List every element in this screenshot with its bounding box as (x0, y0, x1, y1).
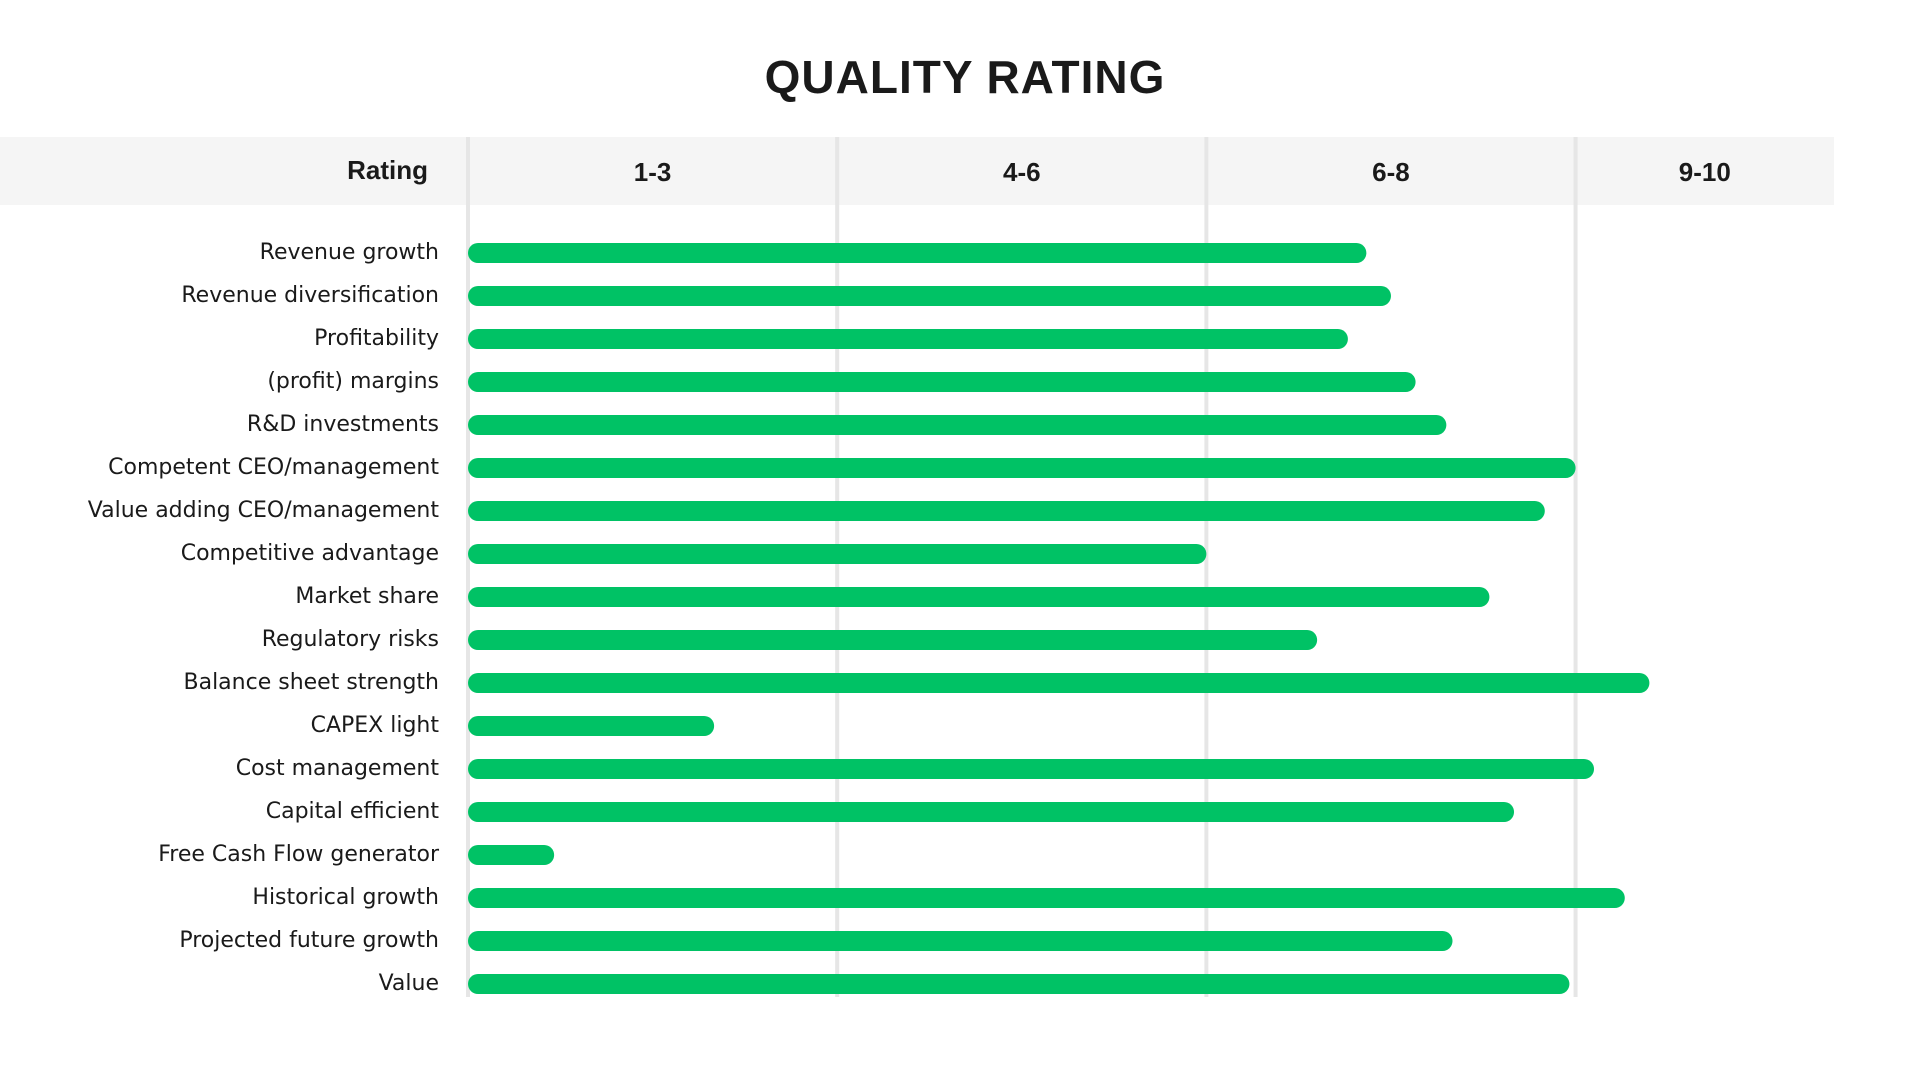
category-label: R&D investments (247, 412, 439, 437)
category-label: Profitability (314, 326, 439, 351)
bar (468, 587, 1490, 607)
band-label: 4-6 (1003, 157, 1041, 187)
category-label: Revenue growth (260, 240, 439, 265)
band-label: 9-10 (1679, 157, 1731, 187)
bar (468, 501, 1545, 521)
bar (468, 673, 1650, 693)
bar (468, 759, 1595, 779)
category-label: Value adding CEO/management (88, 498, 440, 523)
category-label: Free Cash Flow generator (158, 842, 440, 867)
bar (468, 845, 555, 865)
category-label: (profit) margins (267, 369, 439, 394)
category-label: Cost management (236, 756, 440, 781)
bar (468, 630, 1318, 650)
bar (468, 458, 1576, 478)
category-label: Balance sheet strength (184, 670, 440, 695)
bar (468, 415, 1447, 435)
category-label: Competitive advantage (181, 541, 439, 566)
bar (468, 716, 715, 736)
category-label: Market share (295, 584, 439, 609)
category-label: Competent CEO/management (108, 455, 439, 480)
category-label: Projected future growth (179, 928, 439, 953)
header-band (0, 137, 1834, 205)
bar (468, 329, 1348, 349)
bar (468, 888, 1625, 908)
category-label: Regulatory risks (262, 627, 439, 652)
category-label: Historical growth (252, 885, 439, 910)
bar (468, 974, 1570, 994)
header-label: Rating (347, 155, 428, 185)
bar (468, 286, 1391, 306)
category-label: CAPEX light (311, 713, 440, 738)
band-label: 6-8 (1372, 157, 1410, 187)
bar (468, 931, 1453, 951)
bar (468, 372, 1416, 392)
chart-title: QUALITY RATING (765, 51, 1166, 103)
category-label: Revenue diversification (181, 283, 439, 308)
bar (468, 544, 1207, 564)
category-label: Capital efficient (266, 799, 440, 824)
bar (468, 802, 1515, 822)
category-label: Value (379, 971, 439, 996)
bar (468, 243, 1367, 263)
band-label: 1-3 (634, 157, 672, 187)
